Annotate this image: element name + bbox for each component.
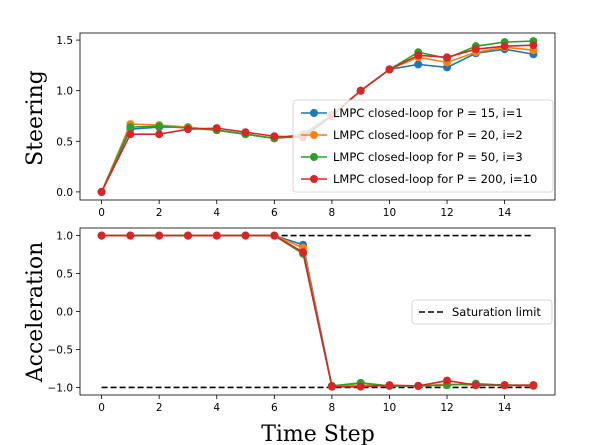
legend: LMPC closed-loop for P = 15, i=1 LMPC clo… [292, 99, 554, 193]
x-tick-label: 14 [498, 207, 512, 219]
legend-box [292, 99, 554, 193]
data-point-4 [126, 130, 135, 139]
data-point-4 [126, 231, 135, 240]
data-point-3 [155, 122, 164, 131]
y-axis-label-steering: Steering [23, 70, 48, 166]
data-point-4 [385, 381, 394, 390]
x-tick-label: 12 [440, 402, 453, 414]
x-tick-label: 12 [440, 207, 453, 219]
x-tick-label: 2 [156, 207, 163, 219]
x-tick-label: 8 [329, 402, 336, 414]
y-tick-label: −0.5 [48, 344, 74, 356]
y-tick-label: 0.0 [56, 187, 73, 199]
legend-marker [310, 175, 318, 183]
axes-frame [79, 227, 556, 396]
y-tick-label: 1.0 [56, 231, 73, 243]
x-tick-label: 4 [213, 207, 220, 219]
x-tick-label: 6 [271, 402, 278, 414]
legend-entry: Saturation limit [452, 305, 541, 319]
y-tick-label: 0.5 [56, 269, 73, 281]
data-point-4 [270, 132, 279, 141]
plot-2: 0 2 4 6 8 10 12 14 −1.0 −0.5 0.0 0.5 1.0 Saturation l… [48, 227, 556, 414]
data-point-4 [385, 65, 394, 74]
plot-1: 0 2 4 6 8 10 12 14 0.0 0.5 1.0 1.5 LMPC closed-loop … [56, 32, 556, 219]
x-tick-label: 2 [156, 402, 163, 414]
series-line-4 [101, 234, 534, 388]
data-point-4 [327, 382, 336, 391]
data-point-4 [97, 231, 106, 240]
data-point-1 [414, 60, 423, 69]
data-point-4 [356, 86, 365, 95]
data-point-4 [414, 51, 423, 60]
data-point-4 [471, 45, 480, 54]
y-tick-label: −1.0 [48, 382, 74, 394]
data-point-4 [500, 42, 509, 51]
legend-entry: LMPC closed-loop for P = 50, i=3 [333, 150, 523, 164]
data-point-4 [155, 130, 164, 139]
x-axis-label-time-step: Time Step [261, 422, 375, 445]
data-point-4 [212, 124, 221, 133]
x-tick-label: 0 [98, 402, 105, 414]
x-tick-label: 0 [98, 207, 105, 219]
x-tick-label: 4 [213, 402, 220, 414]
data-point-4 [183, 231, 192, 240]
x-tick-label: 10 [383, 207, 396, 219]
data-point-4 [299, 248, 308, 257]
legend-marker [310, 109, 318, 117]
data-point-4 [241, 128, 250, 137]
data-point-4 [529, 381, 538, 390]
data-point-4 [356, 382, 365, 391]
data-point-4 [97, 187, 106, 196]
data-point-4 [471, 381, 480, 390]
legend-marker [310, 153, 318, 161]
legend-box [411, 299, 553, 325]
data-point-4 [270, 231, 279, 240]
data-point-4 [500, 381, 509, 390]
data-point-3 [126, 123, 135, 132]
data-point-4 [212, 231, 221, 240]
data-point-4 [443, 53, 452, 62]
axes-frame [79, 32, 556, 201]
data-point-4 [414, 381, 423, 390]
y-tick-label: 0.5 [56, 136, 73, 148]
data-point-4 [183, 125, 192, 134]
legend-entry: LMPC closed-loop for P = 20, i=2 [333, 128, 523, 142]
x-tick-label: 14 [498, 402, 512, 414]
y-tick-label: 1.0 [56, 86, 73, 98]
data-point-4 [529, 41, 538, 50]
data-point-4 [155, 231, 164, 240]
legend-entry: LMPC closed-loop for P = 200, i=10 [333, 172, 537, 186]
y-axis-label-acceleration: Acceleration [23, 242, 48, 384]
x-tick-label: 8 [329, 207, 336, 219]
x-tick-label: 10 [383, 402, 396, 414]
y-tick-label: 1.5 [56, 35, 73, 47]
data-point-4 [443, 376, 452, 385]
y-tick-label: 0.0 [56, 307, 73, 319]
legend-marker [310, 131, 318, 139]
data-point-4 [241, 231, 250, 240]
legend: Saturation limit [411, 299, 553, 325]
legend-entry: LMPC closed-loop for P = 15, i=1 [333, 106, 523, 120]
x-tick-label: 6 [271, 207, 278, 219]
